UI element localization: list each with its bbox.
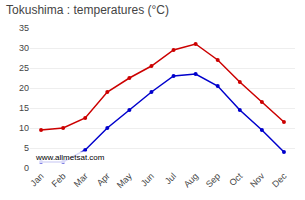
svg-text:30: 30 [19,43,29,53]
svg-text:35: 35 [19,23,29,33]
svg-text:Aug: Aug [182,171,200,189]
svg-text:Jun: Jun [139,171,156,188]
svg-text:20: 20 [19,83,29,93]
svg-text:Dec: Dec [270,171,289,190]
svg-text:May: May [115,171,134,190]
svg-text:Jan: Jan [28,171,45,188]
svg-text:10: 10 [19,123,29,133]
svg-text:15: 15 [19,103,29,113]
svg-text:www.allmetsat.com: www.allmetsat.com [35,153,105,162]
svg-text:Sep: Sep [204,171,222,189]
svg-text:Jul: Jul [163,171,178,186]
svg-text:Tokushima : temperatures (°C): Tokushima : temperatures (°C) [6,3,169,17]
svg-text:Apr: Apr [95,171,112,188]
svg-text:Mar: Mar [72,171,90,189]
svg-text:Oct: Oct [227,171,244,188]
svg-text:25: 25 [19,63,29,73]
svg-text:0: 0 [24,163,29,173]
svg-text:Feb: Feb [50,171,68,189]
svg-text:Nov: Nov [248,171,267,190]
svg-text:5: 5 [24,143,29,153]
